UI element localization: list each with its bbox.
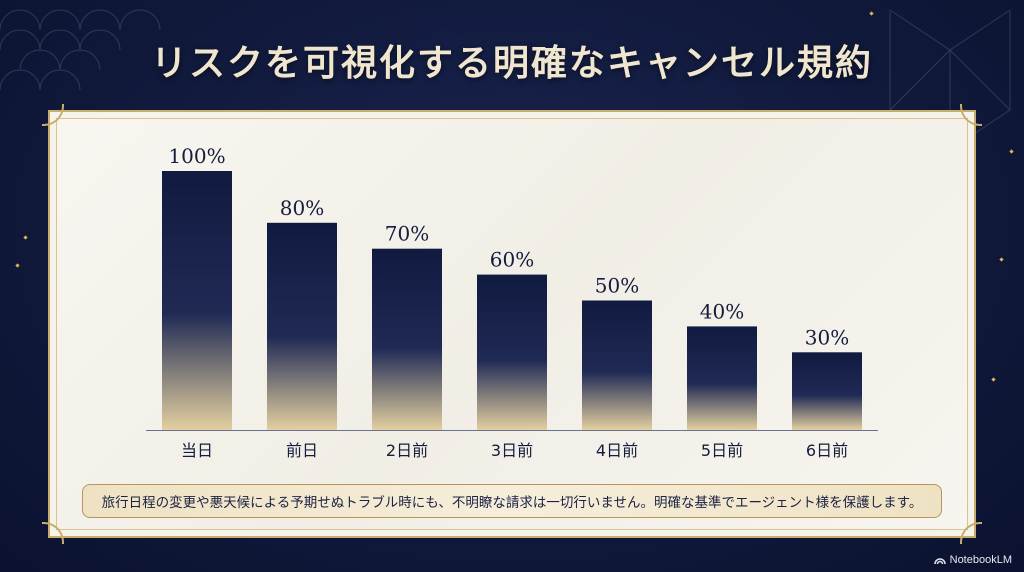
slide-title: リスクを可視化する明確なキャンセル規約	[150, 42, 873, 84]
bar	[372, 248, 442, 430]
x-tick-label: 6日前	[806, 441, 848, 460]
bar-value-label: 100%	[168, 144, 225, 168]
x-tick-label: 当日	[181, 441, 213, 460]
seigaiha-pattern-left	[0, 9, 161, 91]
notebooklm-logo-icon	[933, 558, 946, 565]
x-tick-label: 2日前	[386, 441, 428, 460]
asanoha-pattern-right	[889, 9, 1011, 200]
frame-corner	[960, 522, 982, 544]
x-tick-label: 5日前	[701, 441, 743, 460]
bar-value-label: 30%	[805, 325, 849, 349]
bar-value-label: 40%	[700, 299, 744, 323]
bar	[267, 222, 337, 430]
bar	[162, 171, 232, 430]
x-tick-label: 4日前	[596, 441, 638, 460]
bar	[477, 274, 547, 430]
x-tick-label: 3日前	[491, 441, 533, 460]
bar	[687, 326, 757, 430]
bar-value-label: 50%	[595, 274, 639, 298]
bar	[582, 300, 652, 430]
x-tick-label: 前日	[286, 441, 318, 460]
bar-value-label: 70%	[385, 222, 429, 246]
bar-value-label: 60%	[490, 248, 534, 272]
bar-value-label: 80%	[280, 196, 324, 220]
bar	[792, 352, 862, 430]
brand-watermark: NotebookLM	[933, 554, 1012, 566]
brand-label: NotebookLM	[949, 554, 1012, 566]
policy-note: 旅行日程の変更や悪天候による予期せぬトラブル時にも、不明瞭な請求は一切行いません…	[82, 484, 942, 518]
